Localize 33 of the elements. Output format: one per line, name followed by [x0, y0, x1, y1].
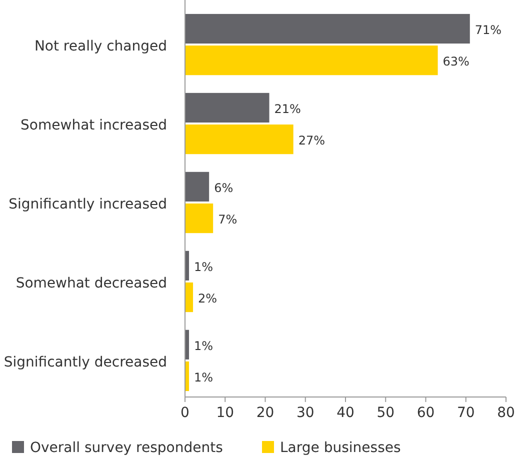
data-label: 1% — [194, 338, 214, 353]
bar — [185, 172, 210, 202]
bar — [185, 46, 438, 76]
x-tick-label: 20 — [256, 405, 274, 421]
legend-label: Overall survey respondents — [30, 440, 223, 456]
x-tick-label: 60 — [416, 405, 435, 421]
data-label: 27% — [298, 134, 326, 148]
x-tick-label: 10 — [216, 405, 234, 421]
y-tick-label: Somewhat increased — [20, 117, 167, 134]
bar — [185, 92, 270, 123]
data-label: 6% — [214, 180, 234, 195]
x-tick-label: 0 — [180, 405, 190, 421]
bar — [185, 282, 194, 312]
data-label: 71% — [474, 22, 502, 37]
x-tick-label: 80 — [497, 405, 515, 421]
y-tick-label: Not really changed — [34, 38, 167, 54]
data-label: 2% — [198, 291, 218, 306]
bar — [185, 14, 470, 44]
x-tick-label: 70 — [456, 405, 475, 421]
data-label: 21% — [274, 102, 301, 116]
bar — [185, 124, 294, 154]
data-label: 7% — [218, 212, 238, 226]
x-tick-label: 40 — [336, 405, 354, 421]
data-label: 1% — [194, 260, 214, 274]
legend-label: Large businesses — [280, 440, 401, 456]
data-label: 63% — [442, 54, 470, 69]
y-tick-label: Significantly increased — [8, 196, 167, 212]
bar — [185, 204, 214, 234]
x-tick-label: 50 — [376, 405, 395, 421]
x-tick-label: 30 — [296, 405, 314, 421]
y-tick-label: Significantly decreased — [4, 354, 167, 370]
y-tick-label: Somewhat decreased — [16, 275, 167, 292]
data-label: 1% — [194, 370, 214, 384]
